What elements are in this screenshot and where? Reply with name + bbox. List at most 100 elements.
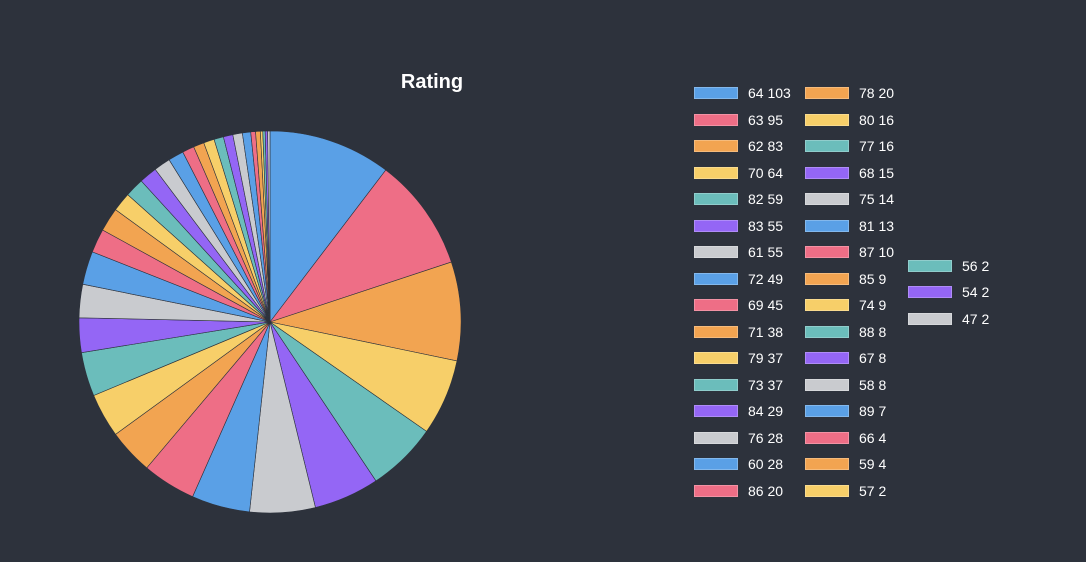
legend-item-63[interactable]: 63 95	[694, 107, 791, 134]
legend-item-67[interactable]: 67 8	[805, 345, 894, 372]
legend-item-73[interactable]: 73 37	[694, 372, 791, 399]
legend-item-68[interactable]: 68 15	[805, 160, 894, 187]
legend-swatch	[908, 286, 952, 298]
legend-label: 78 20	[859, 85, 895, 102]
legend-swatch	[805, 378, 849, 391]
legend-swatch	[805, 140, 849, 153]
legend-item-56[interactable]: 56 2	[908, 252, 989, 279]
legend-label: 57 2	[859, 482, 887, 499]
legend-swatch	[805, 193, 849, 206]
pie-slice-62[interactable]	[268, 261, 462, 362]
legend-label: 82 59	[748, 191, 784, 208]
legend-item-74[interactable]: 74 9	[805, 292, 894, 319]
legend-label: 73 37	[748, 376, 784, 393]
legend-item-66[interactable]: 66 4	[805, 425, 894, 452]
pie-slice-47[interactable]	[267, 130, 271, 323]
legend-swatch	[694, 219, 738, 232]
legend-item-64[interactable]: 64 103	[694, 80, 791, 107]
legend-item-78[interactable]: 78 20	[805, 80, 894, 107]
legend-item-72[interactable]: 72 49	[694, 266, 791, 293]
legend-label: 69 45	[748, 297, 784, 314]
legend-swatch	[694, 378, 738, 391]
legend-label: 63 95	[748, 111, 784, 128]
legend-swatch	[805, 352, 849, 365]
legend-swatch	[908, 259, 952, 272]
legend-item-70[interactable]: 70 64	[694, 160, 791, 187]
legend-label: 61 55	[748, 244, 784, 261]
legend-swatch	[694, 87, 738, 100]
legend-label: 68 15	[859, 164, 895, 181]
legend-swatch	[694, 325, 738, 338]
legend-swatch	[805, 246, 849, 259]
legend-item-58[interactable]: 58 8	[805, 372, 894, 399]
legend-swatch	[694, 140, 738, 153]
chart-title: Rating	[401, 71, 463, 93]
legend-label: 84 29	[748, 403, 784, 420]
legend-item-87[interactable]: 87 10	[805, 239, 894, 266]
legend-swatch	[694, 246, 738, 259]
legend-item-86[interactable]: 86 20	[694, 478, 791, 505]
legend-item-76[interactable]: 76 28	[694, 425, 791, 452]
legend-swatch	[694, 193, 738, 206]
legend-label: 60 28	[748, 456, 784, 473]
legend-item-62[interactable]: 62 83	[694, 133, 791, 160]
legend-item-59[interactable]: 59 4	[805, 451, 894, 478]
legend-item-84[interactable]: 84 29	[694, 398, 791, 425]
legend-swatch	[694, 458, 738, 471]
legend-label: 89 7	[859, 403, 887, 420]
legend-swatch	[805, 219, 849, 232]
legend-item-47[interactable]: 47 2	[908, 305, 989, 332]
legend-item-85[interactable]: 85 9	[805, 266, 894, 293]
legend-swatch	[805, 272, 849, 285]
legend-label: 88 8	[859, 323, 887, 340]
legend-label: 72 49	[748, 270, 784, 287]
legend-swatch	[694, 352, 738, 365]
legend-item-61[interactable]: 61 55	[694, 239, 791, 266]
legend-label: 80 16	[859, 111, 895, 128]
legend-item-88[interactable]: 88 8	[805, 319, 894, 346]
legend-swatch	[805, 87, 849, 100]
legend-swatch	[694, 484, 738, 497]
legend-item-79[interactable]: 79 37	[694, 345, 791, 372]
legend-label: 66 4	[859, 429, 887, 446]
legend-label: 77 16	[859, 138, 895, 155]
legend-swatch	[694, 299, 738, 312]
legend-item-60[interactable]: 60 28	[694, 451, 791, 478]
legend-label: 56 2	[962, 257, 990, 274]
legend-label: 58 8	[859, 376, 887, 393]
legend-column: 56 2 54 2 47 2	[908, 252, 989, 332]
legend-item-83[interactable]: 83 55	[694, 213, 791, 240]
legend-swatch	[805, 405, 849, 418]
legend-label: 74 9	[859, 297, 887, 314]
legend-label: 71 38	[748, 323, 784, 340]
legend-item-71[interactable]: 71 38	[694, 319, 791, 346]
legend-item-80[interactable]: 80 16	[805, 107, 894, 134]
legend-swatch	[805, 458, 849, 471]
legend-item-75[interactable]: 75 14	[805, 186, 894, 213]
legend-item-82[interactable]: 82 59	[694, 186, 791, 213]
legend-label: 81 13	[859, 217, 895, 234]
legend-label: 70 64	[748, 164, 784, 181]
legend-swatch	[694, 166, 738, 179]
legend-swatch	[908, 312, 952, 325]
legend-item-57[interactable]: 57 2	[805, 478, 894, 505]
legend-label: 86 20	[748, 482, 784, 499]
legend-label: 62 83	[748, 138, 784, 155]
legend-label: 76 28	[748, 429, 784, 446]
legend-label: 59 4	[859, 456, 887, 473]
legend-label: 47 2	[962, 310, 990, 327]
pie-slice-64[interactable]	[269, 130, 387, 323]
legend-swatch	[694, 272, 738, 285]
legend-item-77[interactable]: 77 16	[805, 133, 894, 160]
legend-swatch	[694, 113, 738, 126]
legend-label: 64 103	[748, 85, 791, 102]
legend-item-89[interactable]: 89 7	[805, 398, 894, 425]
legend-item-69[interactable]: 69 45	[694, 292, 791, 319]
legend-label: 83 55	[748, 217, 784, 234]
legend-item-81[interactable]: 81 13	[805, 213, 894, 240]
legend-item-54[interactable]: 54 2	[908, 279, 989, 306]
legend-swatch	[805, 166, 849, 179]
pie-slice-63[interactable]	[269, 169, 452, 323]
